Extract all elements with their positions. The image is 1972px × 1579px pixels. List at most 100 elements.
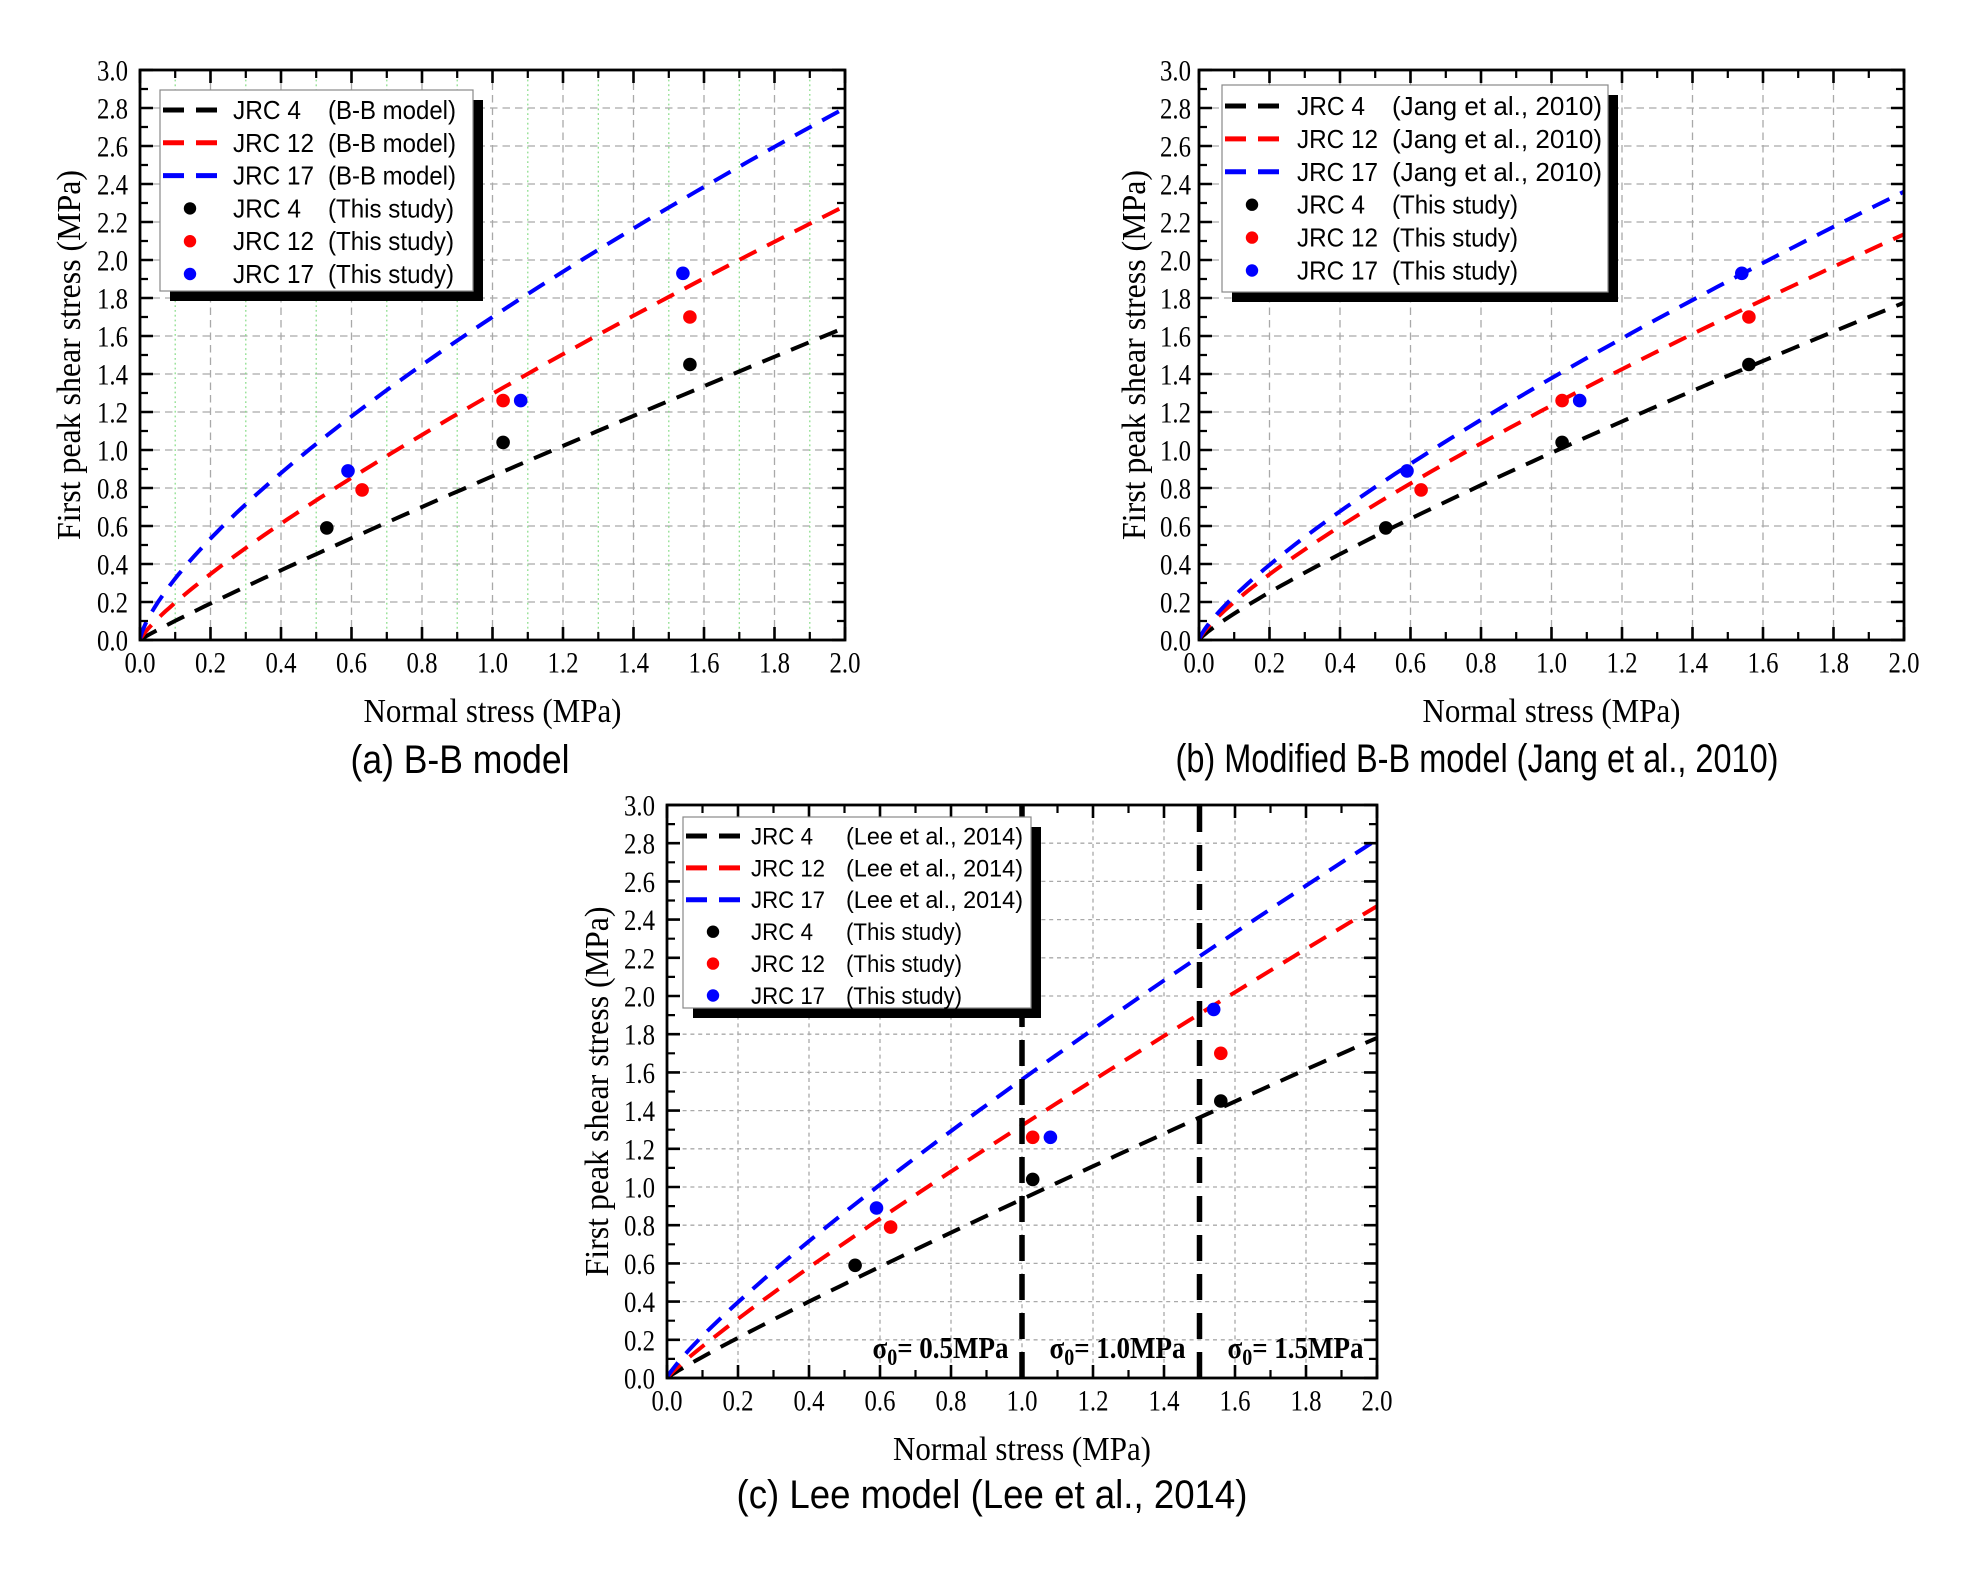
svg-text:Normal stress (MPa): Normal stress (MPa) [1423, 693, 1681, 730]
svg-text:2.0: 2.0 [1362, 1385, 1393, 1418]
svg-text:2.0: 2.0 [1889, 647, 1920, 680]
svg-text:(B-B model): (B-B model) [328, 161, 456, 191]
svg-text:1.8: 1.8 [1818, 647, 1849, 680]
svg-text:JRC 17: JRC 17 [233, 161, 314, 191]
svg-text:2.0: 2.0 [624, 981, 655, 1014]
svg-text:JRC 12: JRC 12 [1297, 223, 1378, 253]
svg-text:0.0: 0.0 [624, 1363, 655, 1396]
svg-text:(This study): (This study) [846, 983, 962, 1010]
svg-text:σ0= 0.5MPa: σ0= 0.5MPa [873, 1330, 1009, 1370]
svg-text:JRC 4: JRC 4 [233, 193, 301, 223]
svg-text:JRC 17: JRC 17 [751, 983, 825, 1010]
svg-text:2.2: 2.2 [1160, 207, 1191, 240]
svg-text:0.6: 0.6 [1395, 647, 1426, 680]
svg-text:1.0: 1.0 [1536, 647, 1567, 680]
svg-text:JRC 4: JRC 4 [1297, 190, 1365, 220]
svg-text:3.0: 3.0 [624, 790, 655, 823]
svg-text:JRC 17: JRC 17 [233, 259, 314, 289]
svg-text:JRC 4: JRC 4 [751, 919, 813, 946]
svg-text:Normal stress (MPa): Normal stress (MPa) [364, 693, 622, 730]
svg-text:1.4: 1.4 [1677, 647, 1708, 680]
svg-text:σ0= 1.5MPa: σ0= 1.5MPa [1228, 1330, 1364, 1370]
svg-text:(Lee et al., 2014): (Lee et al., 2014) [846, 823, 1023, 850]
svg-text:1.0: 1.0 [97, 435, 128, 468]
svg-text:JRC 4: JRC 4 [751, 823, 813, 850]
svg-text:(B-B model): (B-B model) [328, 95, 456, 125]
svg-text:0.2: 0.2 [1254, 647, 1285, 680]
svg-text:0.4: 0.4 [1325, 647, 1356, 680]
svg-text:JRC 17: JRC 17 [1297, 256, 1378, 286]
svg-text:0.6: 0.6 [336, 647, 367, 680]
svg-text:First peak shear stress (MPa): First peak shear stress (MPa) [51, 170, 88, 540]
svg-text:0.4: 0.4 [1160, 549, 1191, 582]
svg-text:(Lee et al., 2014): (Lee et al., 2014) [846, 855, 1023, 882]
svg-text:1.0: 1.0 [477, 647, 508, 680]
svg-text:0.0: 0.0 [652, 1385, 683, 1418]
svg-text:1.8: 1.8 [759, 647, 790, 680]
svg-text:3.0: 3.0 [97, 55, 128, 88]
svg-text:1.2: 1.2 [1607, 647, 1638, 680]
svg-text:(Jang et al., 2010): (Jang et al., 2010) [1392, 124, 1602, 154]
svg-text:1.2: 1.2 [97, 397, 128, 430]
svg-text:σ0= 1.0MPa: σ0= 1.0MPa [1050, 1330, 1186, 1370]
svg-text:1.2: 1.2 [548, 647, 579, 680]
svg-text:0.8: 0.8 [1160, 473, 1191, 506]
svg-text:(This study): (This study) [1392, 223, 1518, 253]
svg-text:0.0: 0.0 [125, 647, 156, 680]
svg-text:1.0: 1.0 [624, 1172, 655, 1205]
svg-text:(This study): (This study) [1392, 256, 1518, 286]
svg-text:0.2: 0.2 [97, 587, 128, 620]
svg-text:2.4: 2.4 [97, 169, 128, 202]
svg-text:2.4: 2.4 [624, 904, 655, 937]
svg-text:1.6: 1.6 [689, 647, 720, 680]
svg-text:2.6: 2.6 [97, 131, 128, 164]
svg-text:2.6: 2.6 [624, 866, 655, 899]
svg-text:0.6: 0.6 [624, 1248, 655, 1281]
svg-text:First peak shear stress (MPa): First peak shear stress (MPa) [1116, 170, 1153, 540]
svg-text:0.8: 0.8 [1466, 647, 1497, 680]
svg-text:(This study): (This study) [328, 226, 454, 256]
svg-text:1.6: 1.6 [624, 1057, 655, 1090]
svg-text:(Lee et al., 2014): (Lee et al., 2014) [846, 887, 1023, 914]
svg-text:JRC 12: JRC 12 [233, 128, 314, 158]
svg-text:JRC 12: JRC 12 [751, 855, 825, 882]
svg-text:(a) B-B model: (a) B-B model [351, 738, 570, 782]
svg-text:(This study): (This study) [846, 919, 962, 946]
svg-text:0.2: 0.2 [1160, 587, 1191, 620]
svg-text:(c) Lee model (Lee et al., 201: (c) Lee model (Lee et al., 2014) [737, 1473, 1248, 1517]
svg-text:1.6: 1.6 [97, 321, 128, 354]
svg-text:2.8: 2.8 [97, 93, 128, 126]
svg-text:JRC 12: JRC 12 [751, 951, 825, 978]
svg-text:0.2: 0.2 [723, 1385, 754, 1418]
svg-text:1.2: 1.2 [1160, 397, 1191, 430]
svg-text:2.6: 2.6 [1160, 131, 1191, 164]
svg-text:1.6: 1.6 [1748, 647, 1779, 680]
svg-text:0.8: 0.8 [624, 1210, 655, 1243]
svg-text:JRC 4: JRC 4 [1297, 91, 1365, 121]
svg-text:0.0: 0.0 [1184, 647, 1215, 680]
svg-text:0.8: 0.8 [936, 1385, 967, 1418]
svg-text:0.2: 0.2 [624, 1324, 655, 1357]
svg-text:0.4: 0.4 [266, 647, 297, 680]
svg-text:1.6: 1.6 [1160, 321, 1191, 354]
svg-text:JRC 12: JRC 12 [1297, 124, 1378, 154]
svg-text:JRC 17: JRC 17 [751, 887, 825, 914]
svg-text:0.6: 0.6 [97, 511, 128, 544]
svg-text:1.4: 1.4 [1160, 359, 1191, 392]
svg-text:1.4: 1.4 [97, 359, 128, 392]
svg-text:1.6: 1.6 [1220, 1385, 1251, 1418]
svg-text:0.4: 0.4 [97, 549, 128, 582]
svg-text:2.2: 2.2 [624, 942, 655, 975]
svg-text:(B-B model): (B-B model) [328, 128, 456, 158]
svg-text:1.2: 1.2 [1078, 1385, 1109, 1418]
svg-text:0.0: 0.0 [97, 625, 128, 658]
svg-text:2.0: 2.0 [1160, 245, 1191, 278]
svg-text:1.4: 1.4 [1149, 1385, 1180, 1418]
svg-text:First peak shear stress (MPa): First peak shear stress (MPa) [579, 907, 616, 1277]
svg-text:JRC 12: JRC 12 [233, 226, 314, 256]
svg-text:1.2: 1.2 [624, 1133, 655, 1166]
svg-text:0.8: 0.8 [407, 647, 438, 680]
svg-text:(b) Modified B-B model (Jang e: (b) Modified B-B model (Jang et al., 201… [1176, 737, 1779, 781]
svg-text:(This study): (This study) [328, 259, 454, 289]
svg-text:1.8: 1.8 [624, 1019, 655, 1052]
